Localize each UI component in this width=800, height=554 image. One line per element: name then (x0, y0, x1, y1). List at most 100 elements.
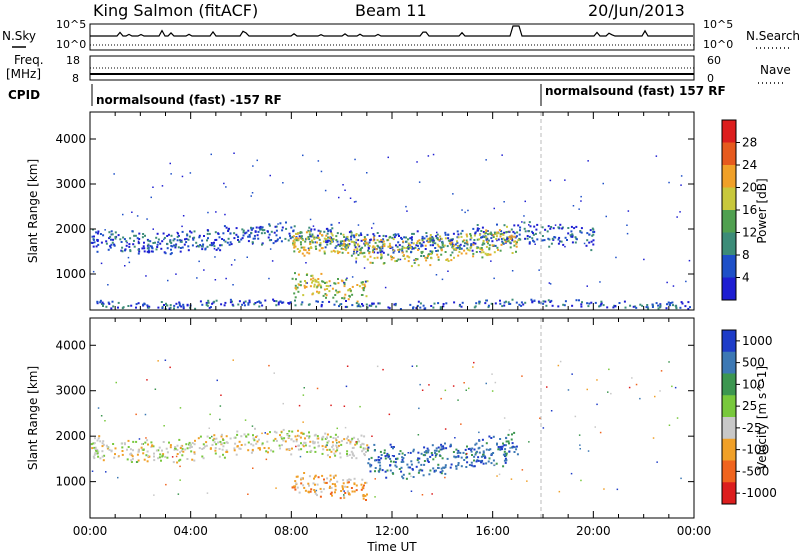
echo-cell (562, 303, 565, 306)
echo-cell (478, 431, 480, 434)
echo-cell (339, 452, 342, 455)
echo-cell (564, 236, 567, 239)
echo-cell (121, 446, 124, 449)
echo-cell (487, 242, 489, 245)
echo-cell (356, 243, 359, 246)
echo-cell (360, 281, 363, 284)
echo-cell (345, 278, 348, 281)
echo-cell (346, 479, 349, 482)
echo-cell (319, 487, 322, 490)
echo-cell (310, 488, 313, 491)
echo-cell (524, 301, 527, 304)
echo-cell (509, 447, 511, 449)
echo-cell (322, 240, 325, 243)
echo-cell (194, 439, 196, 442)
echo-cell (142, 303, 145, 306)
echo-cell (327, 285, 330, 288)
echo-cell (338, 222, 340, 224)
echo-cell (398, 453, 401, 455)
echo-cell (327, 229, 330, 232)
echo-cell (222, 453, 224, 456)
echo-cell (320, 247, 323, 250)
echo-cell (301, 301, 304, 304)
echo-cell (137, 459, 140, 462)
echo-cell (146, 460, 149, 463)
echo-cell (351, 452, 354, 455)
echo-cell (182, 450, 185, 453)
echo-cell (305, 231, 308, 234)
echo-cell (99, 299, 102, 302)
echo-cell (213, 441, 216, 444)
echo-cell (191, 442, 194, 444)
echo-cell (580, 227, 583, 230)
echo-cell (347, 492, 350, 495)
echo-cell (251, 243, 254, 245)
echo-cell (137, 252, 140, 255)
echo-cell (352, 446, 355, 449)
echo-cell (223, 442, 226, 445)
echo-cell (343, 496, 346, 499)
echo-cell (513, 451, 516, 453)
echo-cell (566, 239, 568, 241)
echo-cell (147, 243, 150, 246)
echo-cell (147, 454, 149, 457)
echo-cell (298, 404, 301, 407)
echo-cell (490, 462, 493, 465)
echo-cell (341, 251, 344, 254)
echo-cell (390, 446, 393, 448)
echo-cell (442, 305, 445, 308)
echo-cell (293, 246, 296, 249)
echo-cell (206, 492, 209, 494)
power-x-axis (89, 112, 695, 310)
echo-cell (394, 304, 397, 307)
echo-cell (215, 437, 218, 440)
echo-cell (199, 435, 202, 438)
echo-cell (210, 153, 212, 156)
echo-cell (364, 447, 367, 450)
echo-cell (490, 260, 492, 262)
echo-cell (452, 247, 455, 250)
echo-cell (167, 233, 170, 236)
echo-cell (350, 487, 353, 489)
echo-cell (166, 304, 169, 307)
echo-cell (457, 449, 460, 452)
echo-cell (492, 435, 495, 438)
echo-cell (460, 465, 463, 468)
echo-cell (151, 250, 154, 253)
echo-cell (589, 229, 592, 232)
echo-cell (326, 241, 329, 243)
echo-cell (153, 494, 155, 496)
echo-cell (409, 246, 412, 249)
echo-cell (247, 235, 250, 238)
echo-cell (478, 451, 481, 454)
echo-cell (298, 284, 301, 286)
echo-cell (229, 241, 232, 244)
echo-cell (210, 306, 212, 309)
echo-cell (303, 441, 306, 444)
echo-cell (574, 236, 577, 239)
echo-cell (308, 233, 311, 236)
echo-cell (533, 240, 536, 243)
echo-cell (442, 245, 445, 248)
echo-cell (472, 465, 475, 468)
echo-cell (679, 211, 681, 213)
echo-cell (298, 435, 301, 438)
echo-cell (180, 445, 183, 448)
echo-cell (187, 249, 190, 252)
echo-cell (432, 467, 435, 470)
echo-cell (473, 239, 476, 241)
echo-cell (132, 449, 134, 452)
echo-cell (339, 303, 342, 306)
echo-cell (312, 225, 315, 227)
echo-cell (374, 470, 376, 473)
echo-cell (229, 232, 232, 235)
echo-cell (297, 238, 300, 241)
echo-cell (169, 366, 171, 369)
echo-cell (301, 238, 304, 240)
echo-cell (367, 462, 370, 465)
echo-cell (378, 240, 381, 243)
echo-cell (532, 232, 534, 235)
echo-cell (383, 452, 386, 454)
echo-cell (434, 247, 437, 249)
echo-cell (409, 237, 412, 240)
